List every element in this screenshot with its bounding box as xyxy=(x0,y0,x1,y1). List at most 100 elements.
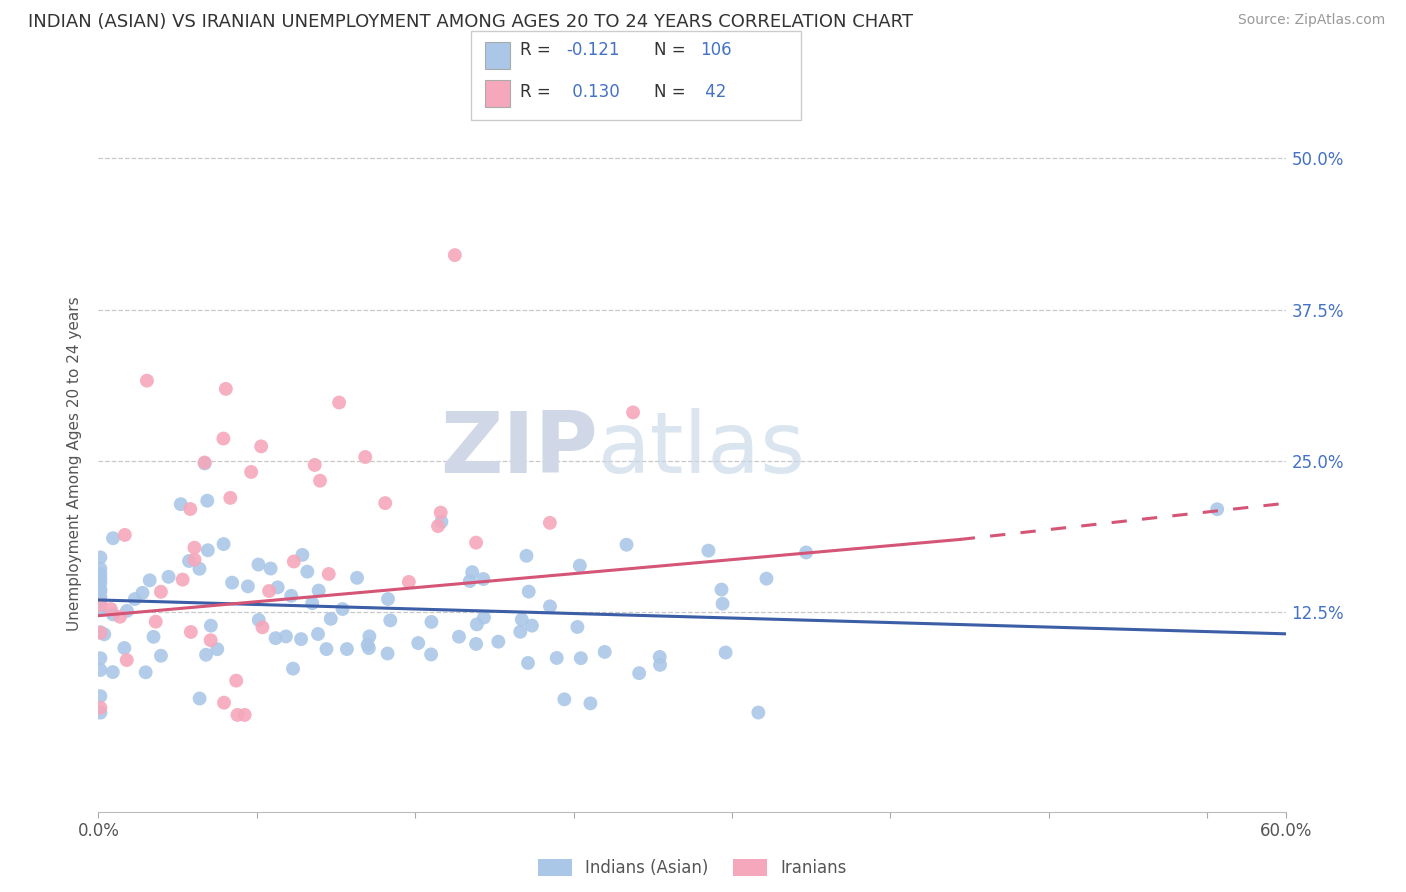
Point xyxy=(149,648,172,663)
Point xyxy=(290,632,312,646)
Point xyxy=(138,574,160,588)
Point xyxy=(794,545,817,559)
Point xyxy=(714,646,737,660)
Point xyxy=(194,455,217,469)
Point xyxy=(315,642,337,657)
Point xyxy=(427,519,450,533)
Point xyxy=(328,395,350,409)
Point xyxy=(616,538,638,552)
Point xyxy=(135,665,157,680)
Point xyxy=(465,535,488,549)
Point xyxy=(259,561,281,575)
Point xyxy=(89,594,111,608)
Point xyxy=(108,609,131,624)
Point xyxy=(515,549,537,563)
Point xyxy=(356,638,378,652)
Point xyxy=(177,554,200,568)
Text: R =: R = xyxy=(520,83,551,101)
Point xyxy=(195,493,218,508)
Point xyxy=(188,691,211,706)
Point xyxy=(357,641,380,656)
Point xyxy=(593,645,616,659)
Point xyxy=(89,582,111,597)
Text: Source: ZipAtlas.com: Source: ZipAtlas.com xyxy=(1237,13,1385,28)
Point xyxy=(283,554,305,568)
Point xyxy=(377,592,399,607)
Point xyxy=(406,636,429,650)
Point xyxy=(461,565,484,579)
Point xyxy=(297,565,319,579)
Point xyxy=(89,706,111,720)
Point xyxy=(179,502,201,516)
Text: 42: 42 xyxy=(700,83,727,101)
Point xyxy=(291,548,314,562)
Text: R =: R = xyxy=(520,41,551,59)
Point xyxy=(520,618,543,632)
Point xyxy=(194,457,217,471)
Point xyxy=(472,572,495,586)
Point xyxy=(567,620,589,634)
Point xyxy=(318,566,340,581)
Point xyxy=(89,575,111,590)
Point xyxy=(89,566,111,581)
Point xyxy=(115,653,138,667)
Point xyxy=(200,633,222,648)
Point xyxy=(89,550,111,565)
Point xyxy=(517,656,540,670)
Point xyxy=(309,474,332,488)
Point xyxy=(420,648,443,662)
Point xyxy=(332,602,354,616)
Point xyxy=(240,465,263,479)
Point xyxy=(621,405,644,419)
Point xyxy=(89,596,111,610)
Point xyxy=(359,629,381,643)
Point xyxy=(648,649,671,664)
Point xyxy=(444,248,467,262)
Point xyxy=(142,630,165,644)
Point xyxy=(124,592,146,607)
Point xyxy=(197,543,219,558)
Point xyxy=(212,432,235,446)
Point xyxy=(430,515,453,529)
Point xyxy=(465,617,488,632)
Point xyxy=(538,516,561,530)
Point xyxy=(267,580,290,594)
Point xyxy=(1206,502,1229,516)
Text: INDIAN (ASIAN) VS IRANIAN UNEMPLOYMENT AMONG AGES 20 TO 24 YEARS CORRELATION CHA: INDIAN (ASIAN) VS IRANIAN UNEMPLOYMENT A… xyxy=(28,13,912,31)
Text: 0.130: 0.130 xyxy=(567,83,620,101)
Point xyxy=(215,382,238,396)
Point xyxy=(89,601,111,615)
Text: 106: 106 xyxy=(700,41,731,59)
Point xyxy=(233,707,256,722)
Point xyxy=(509,624,531,639)
Point xyxy=(465,637,488,651)
Point xyxy=(301,596,323,610)
Point xyxy=(207,642,229,657)
Point xyxy=(212,537,235,551)
Point xyxy=(112,640,135,655)
Legend: Indians (Asian), Iranians: Indians (Asian), Iranians xyxy=(531,852,853,883)
Point xyxy=(486,634,509,648)
Point xyxy=(89,663,111,677)
Point xyxy=(553,692,575,706)
Point xyxy=(336,642,359,657)
Point xyxy=(89,590,111,604)
Y-axis label: Unemployment Among Ages 20 to 24 years: Unemployment Among Ages 20 to 24 years xyxy=(67,296,83,632)
Point xyxy=(89,700,111,714)
Point xyxy=(420,615,443,629)
Point xyxy=(170,497,193,511)
Point xyxy=(89,571,111,585)
Point xyxy=(195,648,218,662)
Point xyxy=(212,696,235,710)
Point xyxy=(219,491,242,505)
Point xyxy=(304,458,326,472)
Point xyxy=(200,618,222,632)
Point xyxy=(628,666,651,681)
Point xyxy=(377,647,399,661)
Point xyxy=(319,612,342,626)
Point xyxy=(226,707,249,722)
Point xyxy=(89,625,111,640)
Point xyxy=(447,630,470,644)
Point xyxy=(145,615,167,629)
Point xyxy=(280,589,302,603)
